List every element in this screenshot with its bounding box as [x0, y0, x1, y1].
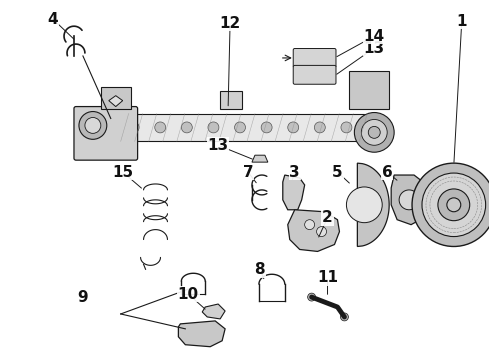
- Circle shape: [361, 120, 387, 145]
- Circle shape: [438, 189, 470, 221]
- Text: 2: 2: [322, 210, 333, 225]
- Circle shape: [235, 122, 245, 133]
- Circle shape: [341, 313, 348, 321]
- Text: 6: 6: [382, 165, 392, 180]
- Text: 11: 11: [317, 270, 338, 285]
- Circle shape: [79, 112, 107, 139]
- Text: 14: 14: [364, 28, 385, 44]
- Circle shape: [422, 173, 486, 237]
- Text: 12: 12: [220, 16, 241, 31]
- Text: 9: 9: [77, 289, 88, 305]
- Bar: [349, 71, 389, 109]
- Circle shape: [308, 293, 316, 301]
- FancyBboxPatch shape: [293, 66, 336, 84]
- Polygon shape: [357, 163, 389, 247]
- Circle shape: [288, 122, 299, 133]
- Circle shape: [305, 220, 315, 230]
- FancyBboxPatch shape: [293, 49, 336, 67]
- Circle shape: [346, 187, 382, 223]
- Polygon shape: [202, 304, 225, 319]
- Circle shape: [399, 190, 419, 210]
- Circle shape: [155, 122, 166, 133]
- Polygon shape: [252, 155, 268, 162]
- Circle shape: [317, 227, 326, 237]
- Polygon shape: [391, 175, 429, 225]
- Circle shape: [412, 163, 490, 247]
- Bar: [116, 113, 365, 141]
- Circle shape: [181, 122, 192, 133]
- Text: 15: 15: [112, 165, 133, 180]
- Circle shape: [315, 122, 325, 133]
- Text: 13: 13: [208, 138, 229, 153]
- Bar: [101, 87, 131, 109]
- Text: 1: 1: [457, 14, 467, 29]
- Polygon shape: [288, 210, 340, 251]
- Circle shape: [368, 126, 380, 138]
- Circle shape: [354, 113, 394, 152]
- Polygon shape: [283, 175, 305, 210]
- Text: 8: 8: [255, 262, 265, 277]
- Text: 7: 7: [243, 165, 253, 180]
- Polygon shape: [178, 321, 225, 347]
- Circle shape: [341, 122, 352, 133]
- Polygon shape: [109, 96, 122, 107]
- Text: 10: 10: [178, 287, 199, 302]
- Circle shape: [447, 198, 461, 212]
- Bar: [220, 91, 242, 109]
- Circle shape: [85, 117, 101, 133]
- Text: 5: 5: [332, 165, 343, 180]
- Text: 3: 3: [290, 165, 300, 180]
- Text: 4: 4: [48, 12, 58, 27]
- Text: 13: 13: [364, 41, 385, 55]
- Circle shape: [261, 122, 272, 133]
- Circle shape: [208, 122, 219, 133]
- FancyBboxPatch shape: [74, 107, 138, 160]
- Circle shape: [128, 122, 139, 133]
